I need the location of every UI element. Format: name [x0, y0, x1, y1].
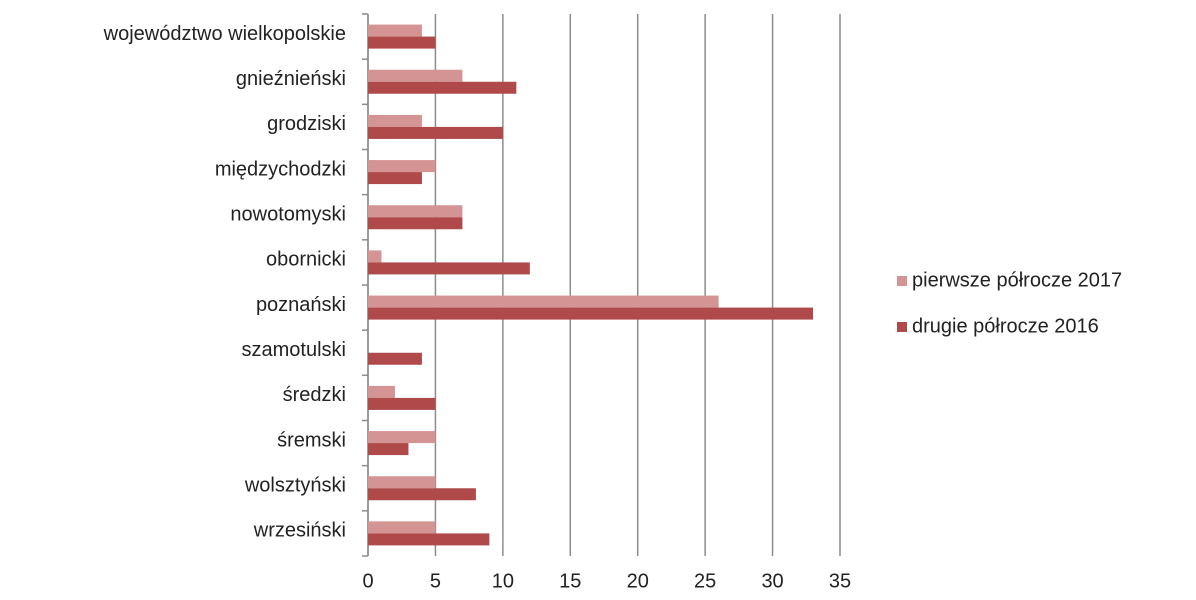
y-tick-label: województwo wielkopolskie: [103, 23, 346, 45]
bar: [368, 262, 530, 275]
x-tick-label: 35: [829, 570, 851, 592]
x-tick-label: 5: [430, 570, 441, 592]
bar: [368, 114, 422, 127]
x-tick-label: 15: [559, 570, 581, 592]
x-tick-label: 10: [492, 570, 514, 592]
bar: [368, 352, 422, 365]
bar: [368, 443, 409, 456]
bar: [368, 431, 436, 444]
bar: [368, 533, 490, 546]
y-tick-label: wrzesiński: [253, 520, 346, 542]
y-tick-label: gnieźnieński: [236, 68, 346, 90]
y-tick-label: wolsztyński: [244, 475, 346, 497]
bar: [368, 385, 395, 398]
bar: [368, 172, 422, 185]
x-tick-label: 20: [627, 570, 649, 592]
bar: [368, 126, 503, 139]
y-tick-label: międzychodzki: [215, 158, 346, 180]
bar: [368, 160, 436, 173]
bar: [368, 81, 517, 94]
legend-swatch: [897, 322, 907, 332]
bar: [368, 250, 382, 263]
bar: [368, 295, 719, 308]
y-tick-label: średzki: [283, 384, 346, 406]
legend-label: drugie półrocze 2016: [912, 315, 1099, 337]
x-tick-label: 30: [761, 570, 783, 592]
bar: [368, 36, 436, 49]
bar: [368, 69, 463, 82]
y-tick-label: obornicki: [266, 249, 346, 271]
bar: [368, 521, 436, 534]
bar: [368, 476, 436, 489]
y-tick-label: śremski: [277, 429, 346, 451]
bar: [368, 397, 436, 410]
y-tick-label: grodziski: [267, 113, 346, 135]
x-tick-label: 25: [694, 570, 716, 592]
bar: [368, 488, 476, 501]
y-tick-label: poznański: [256, 294, 346, 316]
bar: [368, 217, 463, 230]
bar: [368, 205, 463, 218]
y-tick-label: szamotulski: [242, 339, 346, 361]
y-tick-label: nowotomyski: [230, 204, 346, 226]
legend-swatch: [897, 276, 907, 286]
bar: [368, 24, 422, 37]
bar: [368, 307, 814, 320]
x-tick-label: 0: [362, 570, 373, 592]
legend-label: pierwsze półrocze 2017: [912, 269, 1122, 291]
